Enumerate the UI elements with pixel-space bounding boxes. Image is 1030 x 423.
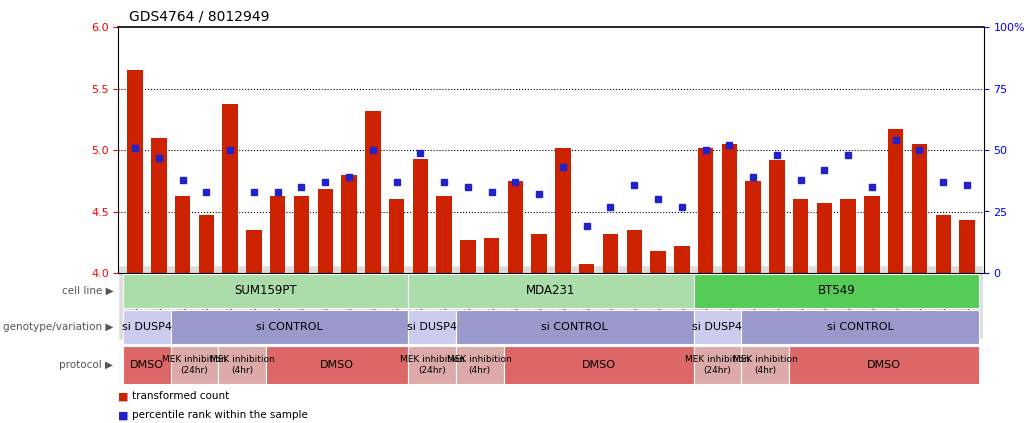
Bar [603, 233, 618, 273]
Bar [484, 239, 500, 273]
Text: si DUSP4: si DUSP4 [407, 322, 457, 332]
Bar [674, 246, 689, 273]
Text: MEK inhibition
(4hr): MEK inhibition (4hr) [732, 355, 797, 374]
FancyBboxPatch shape [171, 346, 218, 384]
Bar [388, 199, 404, 273]
Bar [365, 111, 380, 273]
Bar [317, 190, 333, 273]
Bar [935, 215, 951, 273]
Bar [151, 138, 167, 273]
Text: transformed count: transformed count [132, 391, 229, 401]
Bar [697, 148, 713, 273]
Text: MEK inhibition
(4hr): MEK inhibition (4hr) [210, 355, 274, 374]
Bar [128, 71, 143, 273]
Text: MEK inhibition
(24hr): MEK inhibition (24hr) [162, 355, 227, 374]
Text: cell line ▶: cell line ▶ [62, 286, 113, 296]
Text: DMSO: DMSO [130, 360, 164, 370]
FancyBboxPatch shape [693, 346, 742, 384]
Text: si DUSP4: si DUSP4 [692, 322, 743, 332]
FancyBboxPatch shape [693, 310, 742, 343]
Text: protocol ▶: protocol ▶ [60, 360, 113, 370]
FancyBboxPatch shape [124, 346, 171, 384]
FancyBboxPatch shape [504, 346, 693, 384]
Bar [840, 199, 856, 273]
FancyBboxPatch shape [456, 346, 504, 384]
Text: ■: ■ [118, 391, 129, 401]
FancyBboxPatch shape [456, 310, 693, 343]
Bar [817, 203, 832, 273]
FancyBboxPatch shape [124, 274, 409, 308]
Bar [437, 195, 452, 273]
Text: si CONTROL: si CONTROL [256, 322, 323, 332]
Text: DMSO: DMSO [867, 360, 901, 370]
Text: DMSO: DMSO [320, 360, 354, 370]
Bar [413, 159, 428, 273]
Bar [864, 195, 880, 273]
Bar [294, 195, 309, 273]
Bar [508, 181, 523, 273]
Text: MEK inhibition
(24hr): MEK inhibition (24hr) [400, 355, 465, 374]
Bar [959, 220, 974, 273]
Bar [531, 233, 547, 273]
Bar [246, 230, 262, 273]
Bar [199, 215, 214, 273]
FancyBboxPatch shape [409, 346, 456, 384]
Bar [270, 195, 285, 273]
Text: ■: ■ [118, 410, 129, 420]
FancyBboxPatch shape [124, 310, 171, 343]
FancyBboxPatch shape [171, 310, 409, 343]
FancyBboxPatch shape [218, 346, 266, 384]
FancyBboxPatch shape [409, 274, 693, 308]
Bar [341, 175, 356, 273]
Text: MEK inhibition
(4hr): MEK inhibition (4hr) [447, 355, 512, 374]
Bar [555, 148, 571, 273]
FancyBboxPatch shape [789, 346, 978, 384]
Bar [769, 160, 785, 273]
Bar [579, 264, 594, 273]
Bar [222, 104, 238, 273]
Bar [746, 181, 761, 273]
Text: percentile rank within the sample: percentile rank within the sample [132, 410, 308, 420]
Bar [650, 251, 665, 273]
Text: genotype/variation ▶: genotype/variation ▶ [3, 322, 113, 332]
FancyBboxPatch shape [409, 310, 456, 343]
Text: DMSO: DMSO [582, 360, 616, 370]
Text: BT549: BT549 [818, 284, 855, 297]
Bar [460, 240, 476, 273]
FancyBboxPatch shape [742, 346, 789, 384]
Bar [175, 195, 191, 273]
Text: SUM159PT: SUM159PT [235, 284, 297, 297]
Text: GDS4764 / 8012949: GDS4764 / 8012949 [129, 9, 269, 23]
FancyBboxPatch shape [742, 310, 978, 343]
Text: si CONTROL: si CONTROL [542, 322, 608, 332]
Text: si DUSP4: si DUSP4 [122, 322, 172, 332]
Bar [793, 199, 809, 273]
FancyBboxPatch shape [693, 274, 978, 308]
Bar [888, 129, 903, 273]
Bar [912, 144, 927, 273]
Bar [722, 144, 737, 273]
Bar [626, 230, 642, 273]
FancyBboxPatch shape [266, 346, 409, 384]
Text: MDA231: MDA231 [526, 284, 576, 297]
Text: si CONTROL: si CONTROL [827, 322, 893, 332]
Text: MEK inhibition
(24hr): MEK inhibition (24hr) [685, 355, 750, 374]
